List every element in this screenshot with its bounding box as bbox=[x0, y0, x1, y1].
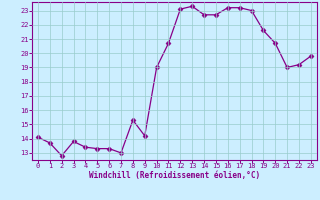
X-axis label: Windchill (Refroidissement éolien,°C): Windchill (Refroidissement éolien,°C) bbox=[89, 171, 260, 180]
